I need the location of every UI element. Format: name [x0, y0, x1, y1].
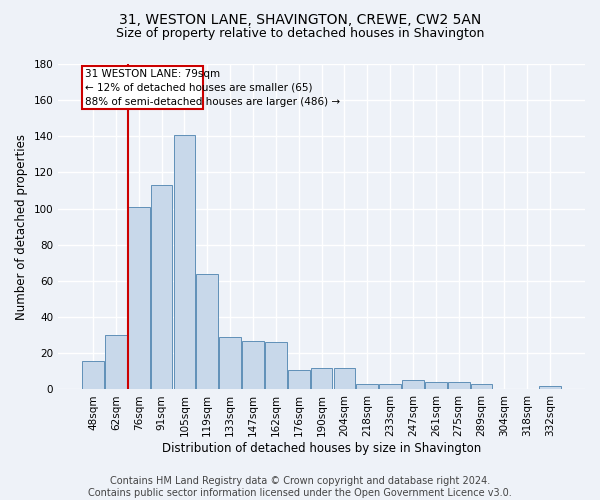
Bar [82, 360, 104, 390]
Text: Size of property relative to detached houses in Shavington: Size of property relative to detached ho… [116, 28, 484, 40]
Y-axis label: Number of detached properties: Number of detached properties [15, 134, 28, 320]
Bar [219, 337, 241, 390]
FancyBboxPatch shape [82, 66, 203, 109]
Bar [539, 386, 561, 390]
Bar [402, 380, 424, 390]
Bar [425, 382, 447, 390]
Bar [311, 368, 332, 390]
Bar [448, 382, 470, 390]
Bar [356, 384, 378, 390]
Text: Contains HM Land Registry data © Crown copyright and database right 2024.
Contai: Contains HM Land Registry data © Crown c… [88, 476, 512, 498]
Text: 31 WESTON LANE: 79sqm: 31 WESTON LANE: 79sqm [85, 68, 221, 78]
Bar [105, 335, 127, 390]
Bar [288, 370, 310, 390]
Bar [334, 368, 355, 390]
Bar [196, 274, 218, 390]
Bar [242, 340, 264, 390]
Bar [173, 134, 195, 390]
Bar [379, 384, 401, 390]
X-axis label: Distribution of detached houses by size in Shavington: Distribution of detached houses by size … [162, 442, 481, 455]
Bar [471, 384, 493, 390]
Text: ← 12% of detached houses are smaller (65): ← 12% of detached houses are smaller (65… [85, 83, 313, 93]
Text: 88% of semi-detached houses are larger (486) →: 88% of semi-detached houses are larger (… [85, 98, 341, 108]
Bar [128, 207, 149, 390]
Bar [265, 342, 287, 390]
Bar [151, 185, 172, 390]
Text: 31, WESTON LANE, SHAVINGTON, CREWE, CW2 5AN: 31, WESTON LANE, SHAVINGTON, CREWE, CW2 … [119, 12, 481, 26]
